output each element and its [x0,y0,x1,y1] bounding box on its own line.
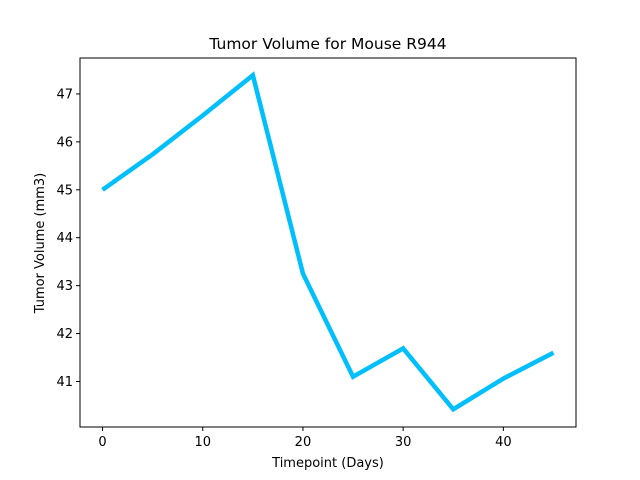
plot-frame [79,57,577,428]
y-axis-label: Tumor Volume (mm3) [33,173,48,315]
y-tick-label: 47 [56,87,73,102]
y-tick-label: 43 [56,279,73,294]
chart-title: Tumor Volume for Mouse R944 [208,35,446,53]
x-tick-label: 0 [98,435,106,450]
series-layer [101,71,555,413]
y-axis: 41 42 43 44 45 46 47 [56,87,80,390]
series-line [101,71,555,413]
x-axis: 0 10 20 30 40 [98,427,512,450]
x-tick-label: 20 [295,435,312,450]
y-tick-label: 44 [56,231,73,246]
x-tick-label: 40 [495,435,512,450]
y-tick-label: 41 [56,375,73,390]
x-tick-label: 30 [395,435,412,450]
x-axis-label: Timepoint (Days) [271,456,384,471]
x-tick-label: 10 [194,435,211,450]
y-tick-label: 42 [56,327,73,342]
plot-area [79,57,577,428]
y-tick-label: 45 [56,183,73,198]
y-tick-label: 46 [56,135,73,150]
